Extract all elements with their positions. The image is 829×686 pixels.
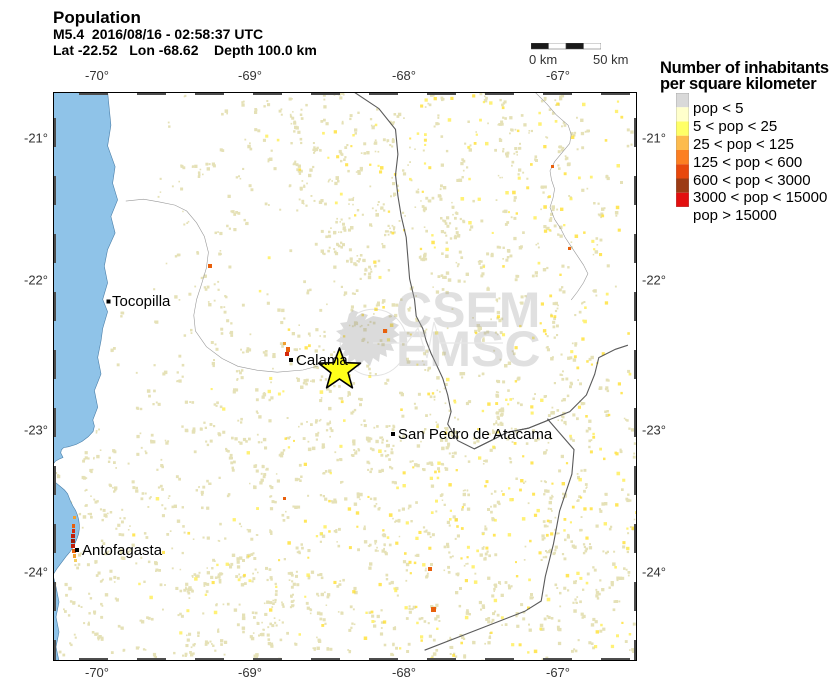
svg-text:Calama: Calama [296, 352, 348, 369]
svg-text:Tocopilla: Tocopilla [112, 293, 171, 310]
svg-text:San Pedro de Atacama: San Pedro de Atacama [398, 426, 553, 443]
svg-text:Antofagasta: Antofagasta [82, 542, 163, 559]
